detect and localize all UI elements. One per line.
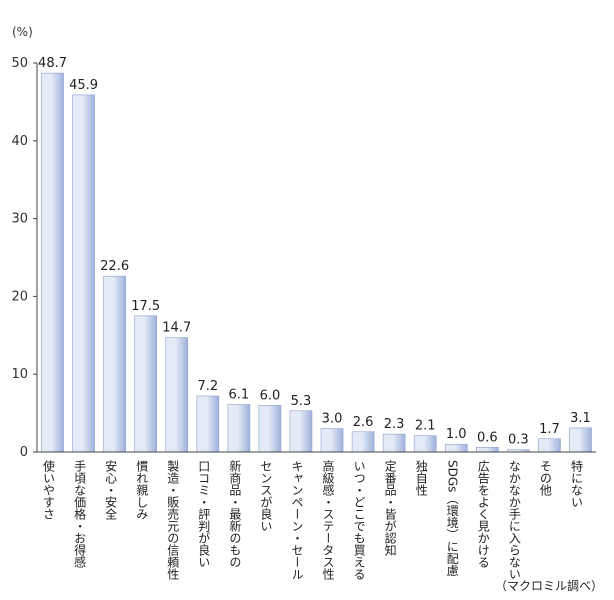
- category-label: SDGs（環境）に配慮: [445, 460, 459, 576]
- category-label: なかなか手に入らない: [507, 460, 521, 580]
- bar: [476, 447, 499, 453]
- category-label: 特にない: [569, 459, 583, 508]
- y-tick-label: 20: [11, 289, 28, 304]
- data-label: 1.0: [446, 427, 467, 442]
- data-label: 2.3: [384, 417, 405, 432]
- data-label: 45.9: [69, 78, 98, 93]
- bar: [41, 72, 64, 453]
- y-tick-label: 0: [20, 445, 28, 460]
- bar: [289, 410, 313, 453]
- y-tick-label: 10: [11, 367, 28, 382]
- data-label: 22.6: [100, 259, 129, 274]
- category-label: 広告をよく見かける: [476, 460, 490, 568]
- data-label: 3.0: [322, 412, 343, 427]
- category-label: 高級感・ステータス性: [321, 459, 335, 581]
- y-axis-unit-label: (%): [12, 25, 33, 39]
- bar: [320, 428, 344, 453]
- data-labels: 48.745.9 22.6 17.514.7 7.2 6.1 6.0 5.3 3.0 2.6 2.…: [38, 56, 591, 448]
- bar: [413, 435, 437, 453]
- data-label: 6.1: [229, 388, 250, 403]
- category-label: 定番品・皆が認知: [383, 459, 397, 557]
- data-label: 7.2: [197, 379, 218, 394]
- category-label: キャンペーン・セール: [290, 460, 304, 580]
- bars: [41, 72, 592, 453]
- bar: [165, 337, 189, 453]
- category-label: センスが良い: [259, 460, 273, 532]
- y-tick-label: 40: [11, 134, 28, 149]
- data-label: 14.7: [162, 321, 191, 336]
- bar: [444, 443, 468, 453]
- bar: [72, 94, 95, 453]
- data-label: 0.3: [508, 433, 529, 448]
- data-label: 2.6: [353, 415, 374, 430]
- bar: [227, 404, 251, 453]
- data-label: 1.7: [539, 422, 560, 437]
- bar: [134, 315, 157, 453]
- bar: [196, 395, 220, 453]
- data-label: 5.3: [291, 394, 312, 409]
- data-label: 6.0: [260, 388, 281, 403]
- category-label: 独自性: [414, 460, 428, 497]
- data-label: 17.5: [131, 299, 160, 314]
- category-label: 慣れ親しみ: [135, 459, 149, 520]
- data-label: 48.7: [38, 56, 67, 71]
- bar: [258, 405, 282, 453]
- y-tick-label: 30: [11, 212, 28, 227]
- bar: [569, 427, 592, 453]
- bar: [382, 433, 406, 453]
- data-label: 2.1: [415, 419, 436, 434]
- source-note: （マクロミル調べ）: [495, 579, 603, 593]
- category-label: 口コミ・評判が良い: [197, 460, 211, 568]
- data-label: 0.6: [477, 430, 498, 445]
- bar: [351, 431, 375, 453]
- category-label: その他: [538, 460, 552, 496]
- category-labels: 使いやすさ 手頃な価格・お得感 安心・安全 慣れ親しみ 製造・販売元の信頼性 口コミ・評判…: [42, 459, 584, 581]
- y-axis: 0 10 20 30 40 50: [11, 56, 37, 460]
- category-label: 新商品・最新のもの: [228, 459, 242, 568]
- bar: [103, 275, 126, 453]
- bar: [538, 438, 561, 453]
- category-label: いつ・どこでも買える: [352, 460, 366, 580]
- category-label: 安心・安全: [104, 459, 118, 520]
- category-label: 使いやすさ: [42, 459, 56, 520]
- y-tick-label: 50: [11, 56, 28, 71]
- data-label: 3.1: [570, 411, 591, 426]
- category-label: 製造・販売元の信頼性: [166, 460, 180, 581]
- category-label: 手頃な価格・お得感: [73, 460, 87, 568]
